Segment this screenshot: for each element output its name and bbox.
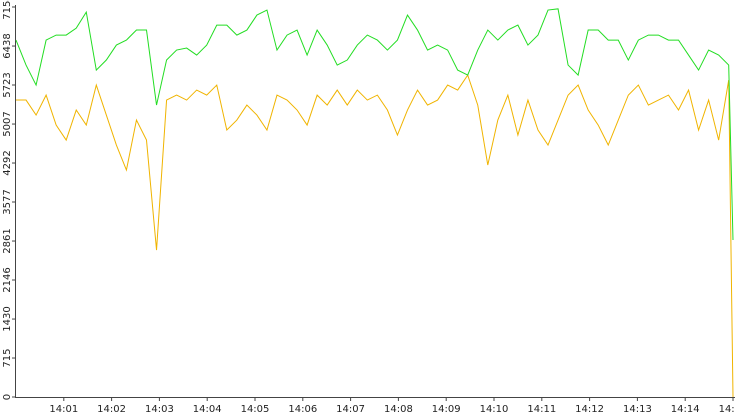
y-tick-label: 5723	[2, 72, 13, 97]
x-tick-label: 14:05	[241, 404, 270, 415]
x-tick-label: 14:10	[480, 404, 509, 415]
x-tick-label: 14:02	[97, 404, 126, 415]
x-tick-label: 14:08	[384, 404, 413, 415]
y-tick-label: 6438	[2, 33, 13, 58]
x-tick-label: 14:06	[288, 404, 317, 415]
x-tick-label: 14:01	[49, 404, 78, 415]
y-tick-label: 5007	[2, 111, 13, 136]
series-line	[16, 73, 734, 398]
y-tick-label: 1430	[2, 306, 13, 331]
y-tick-label: 2861	[2, 228, 13, 253]
x-tick-label: 14:12	[575, 404, 604, 415]
y-tick-label: 2146	[2, 267, 13, 292]
series-line	[15, 8, 734, 241]
y-tick-label: 715	[2, 348, 13, 367]
x-tick-label: 14:13	[623, 404, 652, 415]
x-tick-label: 14:09	[432, 404, 461, 415]
x-tick-label: 14:04	[193, 404, 222, 415]
x-tick-label: 14:11	[527, 404, 556, 415]
x-tick-label: 14:03	[145, 404, 174, 415]
y-tick-label: 3577	[2, 189, 13, 214]
x-tick-label: 14:14	[671, 404, 700, 415]
y-tick-label: 4292	[2, 150, 13, 175]
x-tick-label: 14:15	[719, 404, 735, 415]
x-tick-label: 14:07	[336, 404, 365, 415]
y-tick-label: 0	[2, 394, 13, 400]
y-tick-label: 7154	[2, 0, 13, 20]
